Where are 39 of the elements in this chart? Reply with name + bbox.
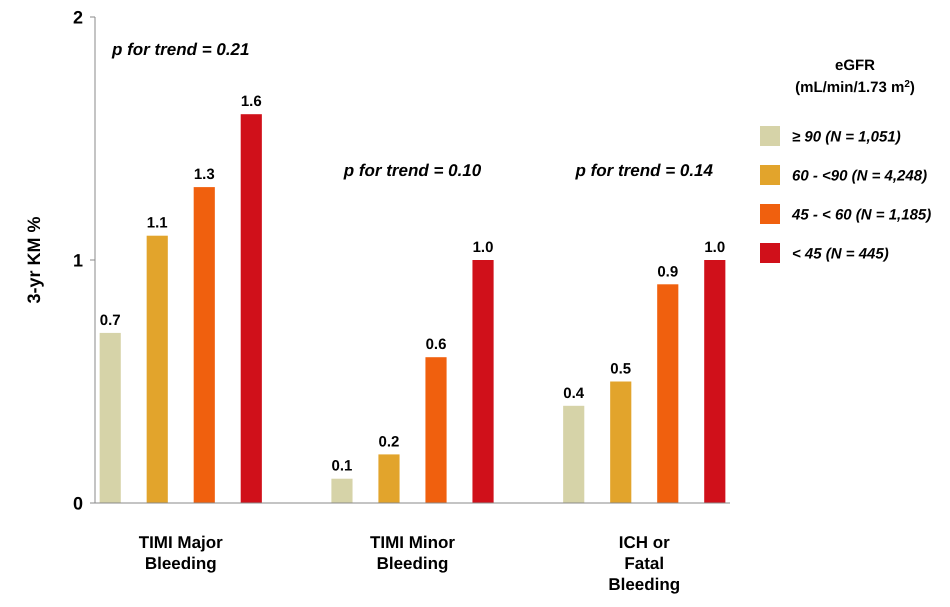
data-label: 0.9 (657, 263, 678, 280)
annotation: p for trend = 0.10 (342, 161, 482, 180)
bar (146, 236, 168, 503)
x-tick-label: TIMI Minor Bleeding (370, 533, 456, 573)
data-label: 0.1 (332, 458, 352, 475)
bar (472, 260, 494, 503)
legend-label: < 45 (N = 445) (792, 245, 889, 262)
data-label: 0.2 (378, 433, 400, 450)
annotation: p for trend = 0.14 (574, 161, 714, 180)
data-label: 0.7 (100, 312, 121, 329)
data-label: 1.0 (704, 239, 726, 256)
x-tick-label: TIMI Major Bleeding (138, 533, 224, 573)
bar (704, 260, 726, 503)
bar (563, 406, 584, 503)
y-tick-label: 2 (72, 7, 83, 28)
annotation: p for trend = 0.21 (111, 40, 250, 59)
bar (657, 284, 678, 503)
data-label: 0.6 (426, 336, 446, 354)
y-axis-title: 3-yr KM % (24, 216, 44, 304)
bar (331, 478, 353, 503)
legend-label: ≥ 90 (N = 1,051) (792, 128, 901, 146)
legend-title: eGFR (mL/min/1.73 m$^{2}$) (795, 57, 915, 96)
data-label: 1.6 (240, 93, 262, 110)
x-tick-label: ICH or Fatal Bleeding (608, 533, 680, 594)
data-label: 0.5 (610, 360, 632, 378)
y-tick-label: 0 (72, 493, 83, 514)
bar (378, 454, 400, 503)
data-label: 1.0 (472, 239, 494, 256)
bar (610, 382, 632, 503)
y-tick-label: 1 (72, 250, 83, 270)
legend-label: 45 - < 60 (N = 1,185) (791, 206, 932, 224)
data-label: 0.4 (563, 384, 585, 402)
bar (100, 332, 121, 503)
bar (240, 114, 262, 503)
bar (425, 357, 447, 503)
bar (194, 187, 215, 503)
data-label: 1.1 (146, 214, 168, 232)
data-label: 1.3 (194, 166, 215, 184)
legend-label: 60 - <90 (N = 4,248) (792, 167, 928, 184)
